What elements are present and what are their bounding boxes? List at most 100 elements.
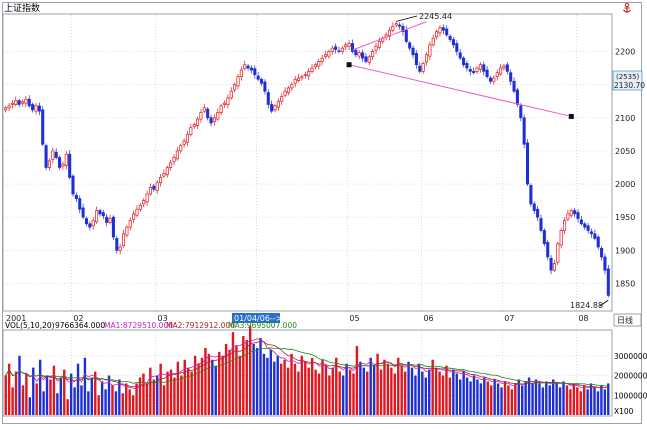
- volume-bar: [248, 326, 252, 415]
- volume-bar: [551, 379, 555, 415]
- high-annotation: 2245.44: [419, 12, 452, 21]
- candle-body: [41, 109, 45, 145]
- volume-bar: [317, 373, 321, 415]
- volume-bar: [107, 375, 111, 415]
- volume-scale-unit: X100: [614, 407, 634, 416]
- candle-body: [135, 208, 139, 216]
- volume-bar: [59, 377, 63, 415]
- trendline: [348, 64, 572, 117]
- volume-bar: [94, 371, 97, 415]
- candle-body: [435, 31, 439, 38]
- candle-body: [438, 27, 442, 34]
- candle-body: [542, 230, 546, 245]
- chart-title: 上证指数: [4, 2, 40, 14]
- volume-bar: [259, 338, 262, 415]
- candle-body: [552, 263, 556, 271]
- candle-body: [20, 101, 25, 104]
- current-price-label: (2535) 2130.70: [612, 70, 645, 91]
- candle-body: [515, 89, 519, 105]
- candle-body: [212, 117, 216, 123]
- trendline-anchor[interactable]: [568, 113, 574, 119]
- volume-bar: [500, 387, 503, 415]
- volume-bar: [390, 367, 393, 415]
- volume-bar: [445, 365, 448, 415]
- volume-bar: [242, 336, 245, 415]
- candle-body: [98, 210, 102, 215]
- volume-bar: [266, 357, 269, 415]
- volume-bar: [555, 383, 558, 415]
- volume-bar: [159, 363, 162, 415]
- volume-bar: [386, 363, 390, 415]
- volume-bar: [238, 355, 242, 415]
- candle-body: [17, 100, 21, 105]
- candle-body: [509, 72, 513, 82]
- candle-body: [88, 223, 92, 228]
- volume-ma2-line: [5, 341, 609, 388]
- candle-body: [475, 67, 479, 72]
- trendlines: [346, 21, 574, 119]
- volume-y-tick-label: 1000000: [614, 391, 647, 400]
- date-highlight-bg: [232, 313, 280, 323]
- candle-body: [24, 98, 28, 104]
- candle-body: [411, 47, 415, 56]
- volume-bar: [335, 357, 338, 415]
- volume-bar: [173, 377, 176, 415]
- volume-bar: [7, 363, 11, 415]
- trendline-anchor[interactable]: [346, 62, 352, 68]
- candle-body: [270, 104, 274, 112]
- volume-bar: [520, 385, 524, 415]
- volume-bar: [545, 381, 548, 415]
- volume-legend-ma2: MA2:7912912.000: [166, 321, 235, 330]
- volume-bar: [417, 363, 421, 415]
- volume-y-axis: 3000000 2000000 1000000: [614, 352, 647, 400]
- candle-body: [128, 220, 132, 228]
- candle-body: [7, 105, 11, 109]
- candle-body: [51, 150, 55, 160]
- volume-bar: [214, 365, 217, 415]
- volume-bar: [355, 345, 359, 415]
- period-tab-frame[interactable]: [613, 313, 642, 327]
- candle-body: [361, 52, 365, 59]
- candle-body: [502, 65, 506, 69]
- candle-body: [148, 187, 152, 195]
- volume-bar: [572, 383, 576, 415]
- candle-body: [323, 54, 328, 58]
- candle-body: [465, 63, 469, 69]
- candle-body: [519, 105, 523, 119]
- candle-body: [182, 140, 186, 145]
- volume-bar: [121, 393, 124, 415]
- candle-body: [58, 157, 62, 168]
- volume-bar: [517, 379, 520, 415]
- candle-body: [391, 25, 395, 31]
- volume-bar: [541, 387, 545, 415]
- candle-body: [202, 107, 206, 112]
- period-tab[interactable]: 日线: [617, 315, 633, 325]
- volume-bar: [18, 355, 21, 415]
- candle-body: [354, 49, 358, 56]
- candle-body: [216, 112, 220, 120]
- candle-body: [34, 105, 38, 112]
- candle-body: [424, 54, 429, 63]
- candle-body: [138, 204, 142, 210]
- volume-bar: [538, 383, 541, 415]
- candle-body: [344, 44, 348, 48]
- volume-bar: [476, 379, 479, 415]
- volume-bar: [69, 373, 73, 415]
- volume-bar: [142, 373, 145, 415]
- volume-bar: [314, 369, 317, 415]
- candle-body: [404, 29, 408, 42]
- candle-body: [44, 145, 48, 168]
- candle-body: [300, 76, 304, 79]
- volume-bar: [393, 373, 397, 415]
- volume-bar: [14, 371, 18, 415]
- anchor-icon[interactable]: [623, 2, 631, 13]
- candle-body: [152, 185, 156, 190]
- volume-bar: [255, 347, 259, 415]
- candle-body: [371, 51, 375, 58]
- candle-body: [280, 96, 284, 102]
- volume-bar: [235, 345, 238, 415]
- candle-body: [445, 28, 449, 36]
- candle-body: [525, 142, 530, 185]
- candle-body: [357, 52, 361, 57]
- volume-bar: [531, 383, 534, 415]
